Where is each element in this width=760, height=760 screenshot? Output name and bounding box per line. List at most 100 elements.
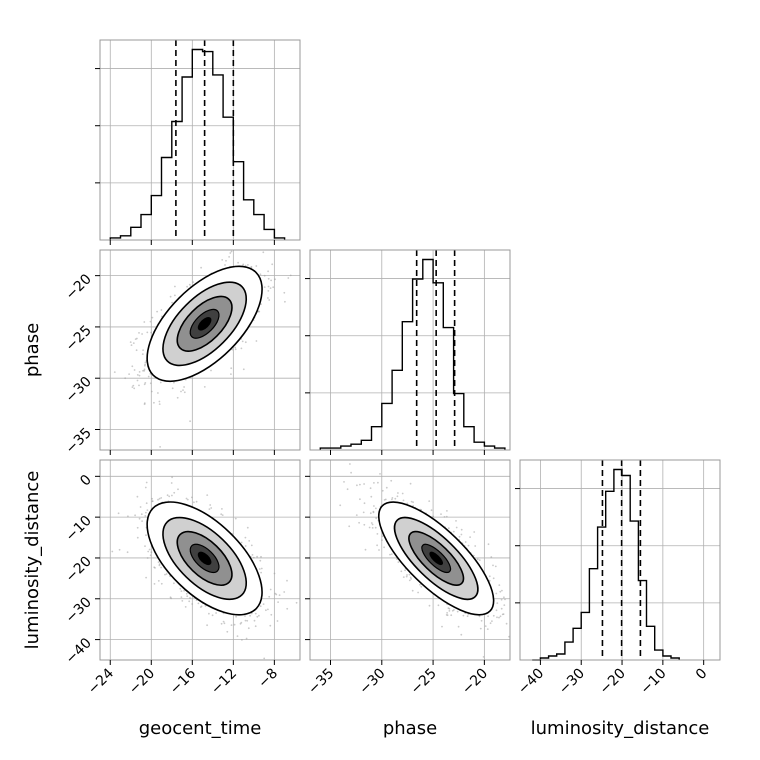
scatter-geocent-time-vs-phase-point-872 [143, 383, 146, 386]
scatter-phase-vs-luminosity-distance-point-1040 [409, 482, 412, 485]
scatter-geocent-time-vs-phase-point-363 [157, 392, 159, 394]
scatter-geocent-time-vs-luminosity-distance-point-137 [151, 497, 154, 500]
scatter-geocent-time-vs-phase-point-221 [229, 252, 232, 254]
scatter-geocent-time-vs-luminosity-distance-point-958 [259, 605, 262, 608]
scatter-geocent-time-vs-luminosity-distance-point-256 [147, 550, 150, 553]
scatter-phase-vs-luminosity-distance-point-895 [379, 473, 381, 475]
scatter-geocent-time-vs-phase-point-337 [149, 382, 152, 385]
scatter-geocent-time-vs-luminosity-distance-point-558 [240, 541, 243, 544]
scatter-geocent-time-vs-phase-point-420 [180, 390, 182, 393]
scatter-phase-vs-luminosity-distance-point-651 [480, 619, 483, 622]
scatter-geocent-time-vs-luminosity-distance-point-270 [208, 508, 211, 510]
scatter-geocent-time-vs-phase-point-654 [144, 364, 146, 367]
scatter-geocent-time-vs-phase-plot-area [113, 250, 292, 448]
scatter-geocent-time-vs-phase-point-673 [262, 251, 265, 254]
scatter-geocent-time-vs-luminosity-distance-point-771 [241, 639, 243, 641]
scatter-phase-vs-luminosity-distance-point-388 [492, 577, 495, 580]
scatter-phase-vs-luminosity-distance-point-675 [363, 523, 366, 526]
scatter-geocent-time-vs-phase-point-811 [142, 369, 144, 372]
scatter-geocent-time-vs-luminosity-distance-point-519 [250, 544, 253, 547]
scatter-geocent-time-vs-luminosity-distance-point-1071 [171, 494, 173, 497]
scatter-geocent-time-vs-phase-point-460 [192, 281, 195, 283]
scatter-phase-vs-luminosity-distance-point-252 [370, 522, 373, 524]
scatter-geocent-time-vs-phase-point-627 [267, 297, 269, 299]
scatter-phase-vs-luminosity-distance-point-381 [498, 616, 500, 619]
hist-luminosity-distance-frame [519, 459, 721, 661]
scatter-geocent-time-vs-luminosity-distance-point-504 [157, 580, 160, 582]
scatter-geocent-time-vs-luminosity-distance-point-878 [270, 613, 273, 616]
scatter-geocent-time-vs-luminosity-distance-point-203 [153, 583, 156, 585]
scatter-geocent-time-vs-luminosity-distance-point-832 [185, 592, 188, 595]
scatter-geocent-time-vs-phase-point-532 [151, 316, 154, 319]
scatter-phase-vs-luminosity-distance-point-618 [372, 511, 375, 514]
scatter-geocent-time-vs-luminosity-distance-point-929 [273, 572, 276, 575]
scatter-phase-vs-luminosity-distance-point-382 [377, 481, 379, 484]
scatter-phase-vs-luminosity-distance-point-436 [404, 569, 406, 572]
scatter-phase-vs-luminosity-distance-point-959 [446, 614, 449, 617]
scatter-geocent-time-vs-luminosity-distance-point-64 [145, 534, 147, 537]
scatter-phase-vs-luminosity-distance-point-913 [358, 521, 360, 524]
scatter-geocent-time-vs-luminosity-distance-point-440 [252, 556, 255, 559]
scatter-geocent-time-vs-luminosity-distance-point-487 [246, 619, 249, 622]
scatter-phase-vs-luminosity-distance-point-269 [488, 579, 491, 582]
scatter-phase-vs-luminosity-distance-point-980 [408, 573, 411, 576]
scatter-phase-vs-luminosity-distance-point-1061 [489, 622, 492, 625]
scatter-phase-vs-luminosity-distance-point-595 [498, 584, 501, 586]
hist-geocent-time-panel [95, 39, 301, 245]
scatter-geocent-time-vs-phase-point-116 [173, 381, 175, 384]
scatter-geocent-time-vs-phase-point-634 [131, 386, 134, 388]
scatter-geocent-time-vs-phase-point-912 [183, 386, 186, 388]
scatter-geocent-time-vs-luminosity-distance-point-143 [295, 601, 298, 604]
scatter-geocent-time-vs-luminosity-distance-point-980 [154, 567, 156, 569]
scatter-geocent-time-vs-luminosity-distance-point-132 [180, 590, 183, 592]
scatter-phase-vs-luminosity-distance-point-644 [487, 543, 490, 546]
scatter-geocent-time-vs-luminosity-distance-point-697 [165, 573, 168, 575]
scatter-geocent-time-vs-phase-point-869 [267, 270, 269, 273]
scatter-geocent-time-vs-phase-point-746 [258, 310, 261, 313]
scatter-geocent-time-vs-phase-point-41 [247, 264, 249, 266]
hist-luminosity-distance-step-line [532, 468, 680, 661]
scatter-phase-vs-luminosity-distance-point-606 [419, 583, 421, 586]
scatter-phase-vs-luminosity-distance-point-1067 [402, 499, 405, 502]
scatter-geocent-time-vs-luminosity-distance-plot-area [111, 476, 298, 660]
scatter-geocent-time-vs-phase-point-1009 [138, 374, 141, 377]
scatter-phase-vs-luminosity-distance-point-109 [374, 526, 377, 529]
scatter-phase-vs-luminosity-distance-point-105 [343, 481, 345, 483]
scatter-geocent-time-vs-phase-point-599 [289, 274, 292, 277]
scatter-geocent-time-vs-phase-point-655 [149, 320, 152, 323]
scatter-phase-vs-luminosity-distance-point-219 [503, 596, 505, 599]
scatter-phase-vs-luminosity-distance-point-1094 [484, 625, 487, 627]
scatter-geocent-time-vs-luminosity-distance-point-863 [136, 536, 139, 539]
scatter-geocent-time-vs-phase-point-788 [230, 250, 233, 253]
scatter-phase-vs-luminosity-distance-point-164 [391, 497, 394, 499]
scatter-phase-vs-luminosity-distance-point-220 [486, 628, 489, 630]
scatter-geocent-time-vs-phase-point-349 [271, 263, 274, 266]
scatter-phase-vs-luminosity-distance-point-500 [504, 598, 506, 601]
scatter-phase-vs-luminosity-distance-point-139 [492, 614, 495, 617]
scatter-geocent-time-vs-phase-point-519 [144, 382, 147, 384]
scatter-geocent-time-vs-luminosity-distance-point-108 [179, 587, 182, 590]
scatter-phase-vs-luminosity-distance-point-496 [505, 622, 508, 625]
scatter-geocent-time-vs-luminosity-distance-point-829 [256, 555, 258, 558]
scatter-geocent-time-vs-luminosity-distance-point-796 [169, 596, 172, 599]
scatter-phase-vs-luminosity-distance-point-117 [417, 591, 419, 594]
scatter-phase-vs-luminosity-distance-point-1078 [389, 553, 391, 556]
scatter-geocent-time-vs-luminosity-distance-point-1089 [136, 526, 139, 529]
scatter-geocent-time-vs-phase-point-437 [176, 396, 179, 399]
scatter-geocent-time-vs-luminosity-distance-point-646 [160, 497, 163, 499]
scatter-geocent-time-vs-phase-point-146 [141, 353, 144, 355]
scatter-phase-vs-luminosity-distance-point-721 [349, 463, 351, 465]
scatter-geocent-time-vs-phase-point-622 [210, 369, 212, 372]
scatter-geocent-time-vs-phase-point-115 [270, 279, 272, 282]
y-axis-label-luminosity-distance: luminosity_distance [22, 471, 43, 650]
x-axis-label-luminosity-distance: luminosity_distance [531, 718, 710, 739]
scatter-geocent-time-vs-luminosity-distance-point-904 [158, 563, 161, 566]
scatter-geocent-time-vs-luminosity-distance-point-67 [138, 517, 141, 520]
scatter-geocent-time-vs-luminosity-distance-point-399 [140, 513, 143, 516]
scatter-geocent-time-vs-luminosity-distance-point-712 [173, 582, 175, 585]
scatter-geocent-time-vs-luminosity-distance-point-612 [117, 512, 120, 515]
scatter-phase-vs-luminosity-distance-point-743 [370, 495, 373, 498]
scatter-geocent-time-vs-phase-point-254 [272, 286, 275, 289]
scatter-phase-vs-luminosity-distance-point-92 [473, 531, 476, 533]
scatter-geocent-time-vs-luminosity-distance-point-396 [254, 612, 257, 615]
